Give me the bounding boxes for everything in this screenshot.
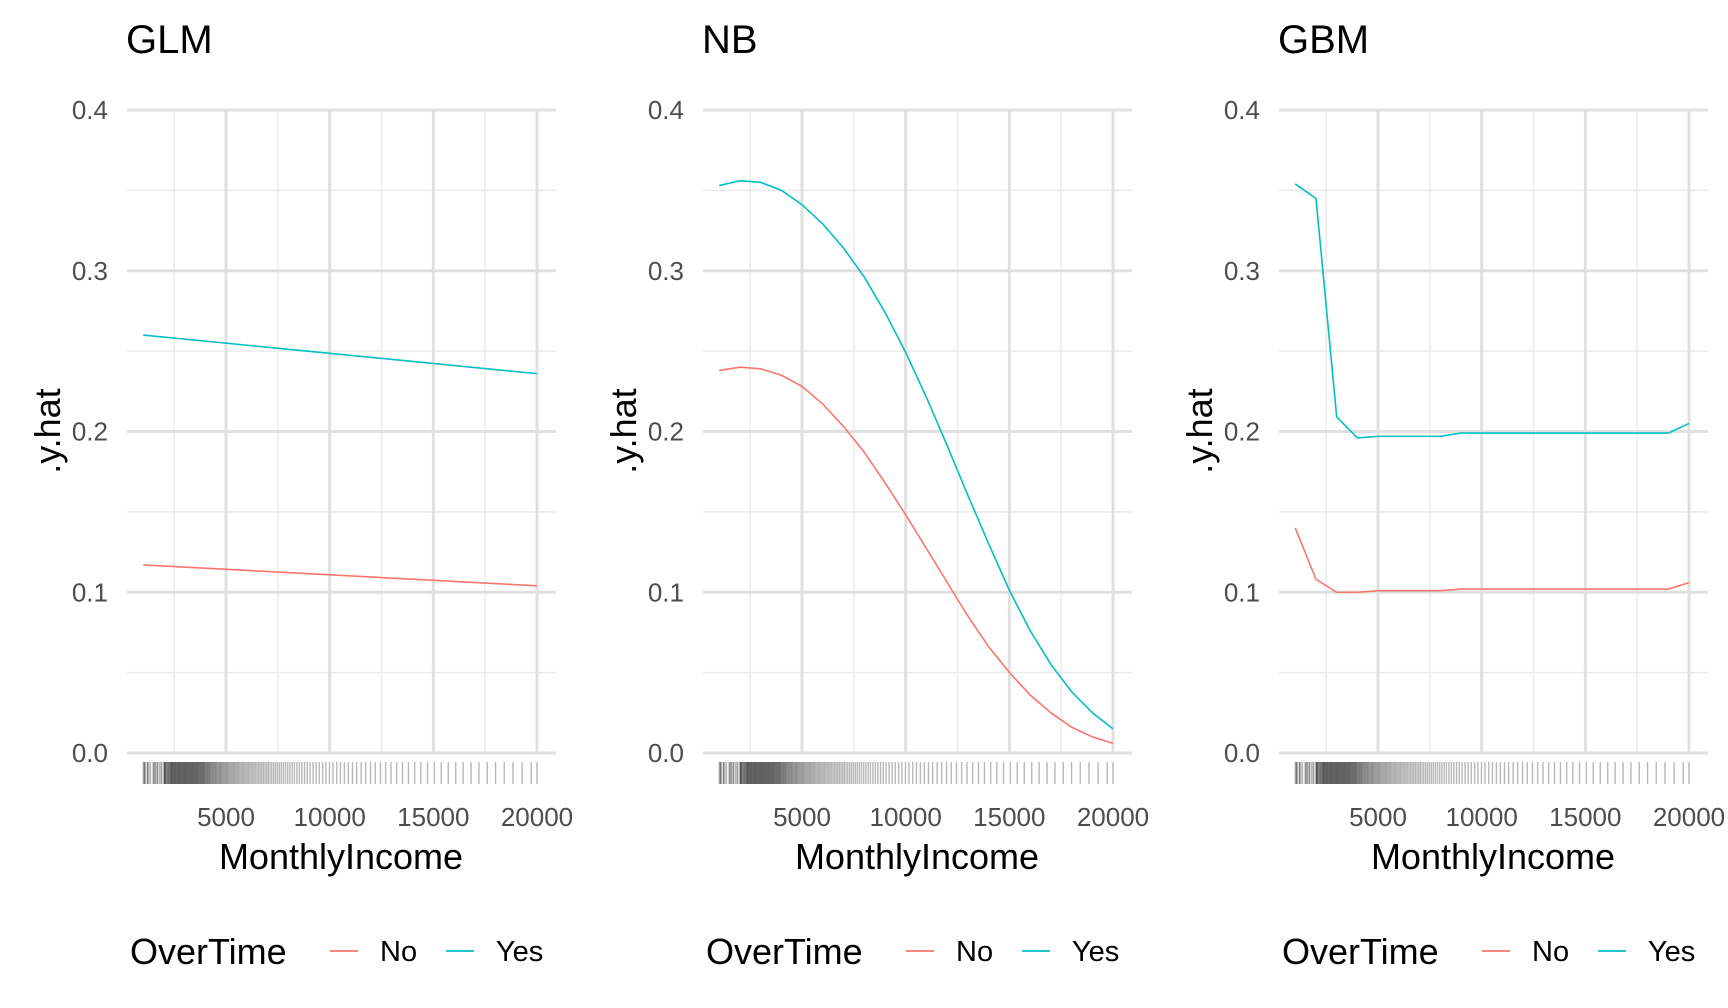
x-tick-label: 15000 bbox=[397, 802, 469, 832]
y-tick-label: 0.1 bbox=[72, 577, 108, 607]
y-tick-label: 0.4 bbox=[648, 95, 684, 125]
y-axis-label: .y.hat bbox=[1179, 388, 1220, 473]
x-tick-label: 20000 bbox=[1077, 802, 1149, 832]
x-tick-label: 5000 bbox=[773, 802, 831, 832]
x-tick-label: 5000 bbox=[1349, 802, 1407, 832]
y-tick-label: 0.2 bbox=[1224, 417, 1260, 447]
y-tick-label: 0.0 bbox=[72, 738, 108, 768]
x-tick-label: 5000 bbox=[197, 802, 255, 832]
panel-gbm: 0.0 0.1 0.2 0.3 0.4 5000 10000 15000 20000 GBM Mon… bbox=[1179, 18, 1725, 972]
y-tick-label: 0.3 bbox=[1224, 256, 1260, 286]
legend-label-no: No bbox=[1532, 936, 1569, 968]
panel-nb: 0.0 0.1 0.2 0.3 0.4 5000 10000 15000 20000 NB Mont… bbox=[603, 18, 1149, 972]
x-tick-label: 15000 bbox=[973, 802, 1045, 832]
x-tick-label: 10000 bbox=[1446, 802, 1518, 832]
x-tick-label: 20000 bbox=[1653, 802, 1725, 832]
panel-title: GBM bbox=[1278, 18, 1369, 62]
y-tick-label: 0.0 bbox=[1224, 738, 1260, 768]
series-line-no bbox=[143, 564, 538, 587]
legend-label-no: No bbox=[380, 936, 417, 968]
y-tick-label: 0.3 bbox=[648, 256, 684, 286]
series-line-yes bbox=[719, 179, 1114, 730]
y-axis-label: .y.hat bbox=[27, 388, 68, 473]
legend: OverTime No Yes bbox=[1282, 931, 1695, 972]
y-axis-label: .y.hat bbox=[603, 388, 644, 473]
y-tick-label: 0.3 bbox=[72, 256, 108, 286]
x-axis-label: MonthlyIncome bbox=[795, 836, 1039, 877]
y-tick-label: 0.2 bbox=[72, 417, 108, 447]
x-tick-label: 10000 bbox=[870, 802, 942, 832]
legend-title: OverTime bbox=[130, 931, 287, 972]
panel-glm: 0.0 0.1 0.2 0.3 0.4 5000 10000 15000 20000 GLM Mon… bbox=[27, 18, 573, 972]
y-tick-label: 0.4 bbox=[72, 95, 108, 125]
y-tick-label: 0.1 bbox=[648, 577, 684, 607]
series-line-yes bbox=[1294, 183, 1690, 439]
legend-title: OverTime bbox=[1282, 931, 1439, 972]
y-tick-label: 0.4 bbox=[1224, 95, 1260, 125]
x-tick-label: 10000 bbox=[294, 802, 366, 832]
series-line-no bbox=[719, 366, 1114, 745]
legend: OverTime No Yes bbox=[130, 931, 543, 972]
panel-title: NB bbox=[702, 18, 758, 62]
series-line-no bbox=[1294, 527, 1690, 594]
legend-label-yes: Yes bbox=[496, 936, 543, 968]
x-tick-label: 20000 bbox=[501, 802, 573, 832]
x-tick-label: 15000 bbox=[1549, 802, 1621, 832]
panel-title: GLM bbox=[126, 18, 213, 62]
legend-title: OverTime bbox=[706, 931, 863, 972]
y-tick-label: 0.1 bbox=[1224, 577, 1260, 607]
x-axis-label: MonthlyIncome bbox=[1371, 836, 1615, 877]
x-axis-label: MonthlyIncome bbox=[219, 836, 463, 877]
y-tick-label: 0.2 bbox=[648, 417, 684, 447]
series-line-yes bbox=[143, 334, 538, 375]
y-tick-label: 0.0 bbox=[648, 738, 684, 768]
legend-label-yes: Yes bbox=[1648, 936, 1695, 968]
legend-label-yes: Yes bbox=[1072, 936, 1119, 968]
legend: OverTime No Yes bbox=[706, 931, 1119, 972]
legend-label-no: No bbox=[956, 936, 993, 968]
